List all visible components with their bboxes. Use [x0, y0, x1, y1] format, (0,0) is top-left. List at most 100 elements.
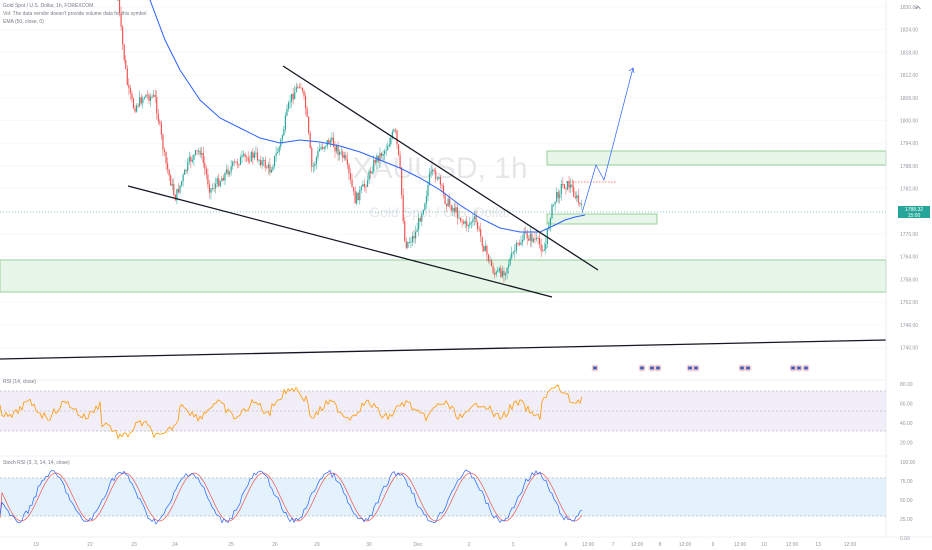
rsi-axis[interactable]: 80.00 60.00 40.00 20.00 [900, 382, 913, 447]
candle-body [384, 151, 386, 154]
candle-body [205, 168, 207, 175]
candle-body [311, 148, 313, 167]
candle-body [399, 155, 401, 168]
candle-body [211, 187, 214, 189]
candle-body [163, 149, 166, 152]
candle-body [184, 169, 186, 175]
candle-body [334, 146, 336, 152]
candle-body [363, 184, 366, 187]
price-axis[interactable]: 1830.00 1824.00 1818.00 1812.00 1806.00 1800.… [900, 5, 918, 352]
price-tick-label: 1824.00 [900, 28, 918, 34]
candle-body [314, 163, 316, 167]
candle-body [148, 94, 150, 101]
time-tick-label: 12:00 [844, 542, 857, 548]
candle-body [373, 159, 375, 172]
candle-body [577, 195, 579, 203]
candle-body [188, 156, 190, 162]
candle-body [467, 225, 469, 227]
candle-body [272, 166, 274, 171]
candle-body [411, 236, 414, 242]
candle-body [204, 162, 206, 169]
candle-body [534, 238, 536, 240]
collapse-icon[interactable] [914, 4, 922, 12]
candle-body [401, 167, 403, 195]
candle-body [490, 260, 493, 267]
candle-body [415, 231, 417, 239]
support-zone[interactable] [546, 213, 658, 225]
candle-body [233, 161, 235, 163]
candle-body [266, 167, 268, 169]
event-flag-mark [740, 366, 744, 370]
candle-body [131, 93, 133, 99]
time-tick-label: 12:00 [734, 542, 747, 548]
legend-volume[interactable]: Vol: The data vendor doesn't provide vol… [3, 11, 147, 17]
time-tick-label: 2 [468, 542, 471, 548]
time-tick-label: 12:00 [679, 542, 692, 548]
candle-body [143, 97, 145, 99]
event-flag-mark [746, 366, 750, 370]
legend-symbol[interactable]: Gold Spot / U.S. Dollar, 1h, FOREXCOM [3, 3, 94, 9]
candle-body [371, 171, 373, 174]
demand-zone[interactable] [0, 259, 887, 293]
candle-body [549, 218, 552, 226]
candle-body [308, 116, 310, 133]
event-flag-mark [656, 366, 660, 370]
candle-body [469, 222, 471, 226]
candle-body [396, 130, 398, 145]
candle-body [353, 187, 355, 191]
candle-body [281, 135, 283, 140]
candle-body [232, 161, 234, 167]
candle-body [179, 185, 181, 193]
time-axis[interactable]: 19 22 23 24 25 26 29 30 Dec 2 3 6 12:00 7 12:00 8 12:00 9… [33, 542, 856, 548]
candle-body [501, 271, 503, 277]
candle-body [320, 147, 322, 149]
time-tick-label: 12:00 [582, 542, 595, 548]
candle-body [126, 68, 128, 85]
candle-body [388, 144, 390, 147]
last-price-tag [898, 206, 930, 218]
candle-body [466, 221, 468, 227]
candle-body [362, 184, 364, 187]
resistance-zone[interactable] [546, 150, 887, 166]
wedge-lower-trendline[interactable] [127, 185, 553, 298]
candle-body [433, 170, 435, 172]
price-tick-label: 1758.00 [900, 277, 918, 283]
price-tick-label: 1782.00 [900, 187, 918, 193]
candle-body [258, 159, 260, 161]
legend-stoch[interactable]: Stoch RSI (3, 3, 14, 14, close) [3, 460, 70, 466]
candle-body [450, 205, 452, 211]
candle-body [345, 154, 347, 160]
candle-body [456, 207, 459, 218]
candle-body [477, 222, 479, 230]
wedge-upper-trendline[interactable] [282, 65, 599, 271]
time-tick-label: 22 [87, 542, 93, 548]
projection-path[interactable] [581, 67, 634, 214]
candle-body [404, 221, 406, 242]
candle-body [410, 241, 412, 243]
candle-body [250, 152, 252, 162]
candle-body [221, 178, 223, 182]
candle-body [196, 150, 198, 152]
candle-body [323, 146, 325, 149]
candle-body [191, 159, 193, 162]
legend-rsi[interactable]: RSI (14, close) [3, 379, 37, 385]
long-term-trendline[interactable] [0, 339, 887, 360]
candle-body [543, 249, 545, 251]
candle-body [275, 153, 277, 157]
candle-body [122, 26, 124, 45]
candle-body [253, 152, 255, 158]
stoch-axis[interactable]: 100.00 75.00 50.00 25.00 0.00 [900, 460, 916, 542]
candle-body [283, 129, 285, 136]
candle-body [562, 184, 564, 185]
candle-body [153, 94, 155, 97]
rsi-line [0, 384, 583, 440]
candle-body [289, 101, 291, 103]
candle-body [230, 166, 232, 172]
time-tick-label: 7 [612, 542, 615, 548]
candle-body [118, 0, 121, 13]
candle-body [329, 140, 331, 144]
candle-body [531, 233, 533, 242]
legend-ema[interactable]: EMA (50, close, 0) [3, 19, 44, 25]
candle-body [215, 183, 217, 189]
